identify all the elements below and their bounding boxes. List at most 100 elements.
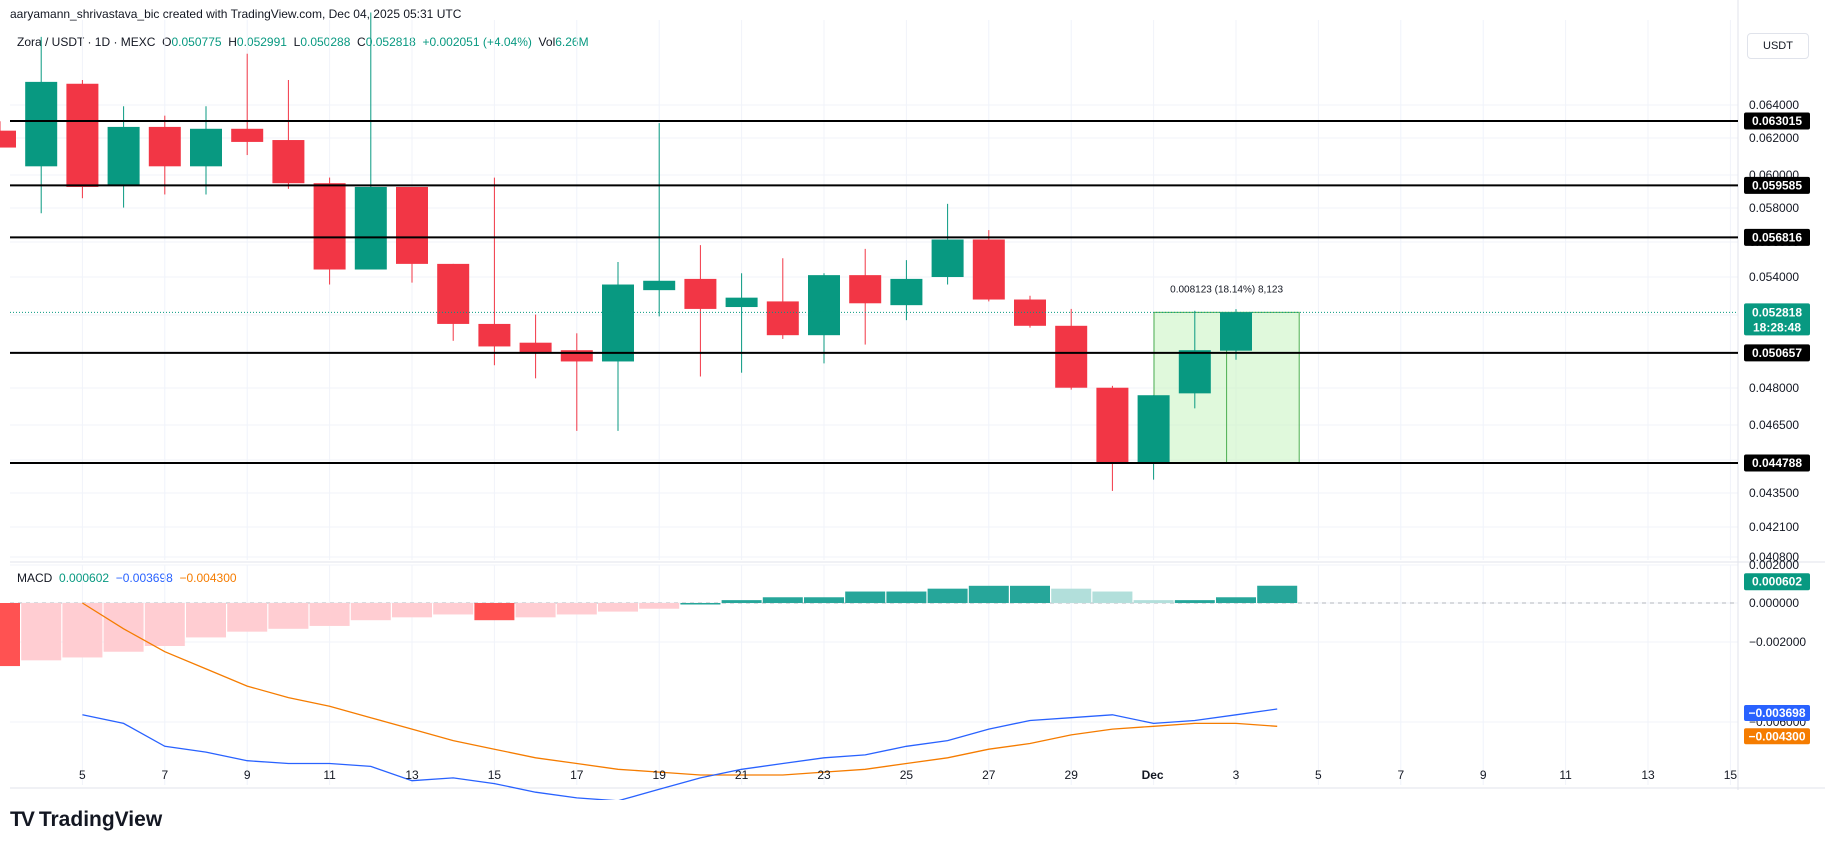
currency-button[interactable]: USDT <box>1747 33 1809 59</box>
candle-body <box>0 130 16 148</box>
macd-signal-value: −0.004300 <box>179 571 237 585</box>
level-price-tag <box>1744 454 1810 472</box>
macd-line <box>82 708 1278 800</box>
pane-borders <box>10 0 1825 790</box>
macd-tick-label: −0.002000 <box>1749 635 1806 649</box>
candle-body <box>1096 387 1129 463</box>
candle-body <box>190 128 222 167</box>
macd-hist-bar <box>1133 600 1174 603</box>
axis-tags: 0.063015 0.059585 0.056816 0.050657 0.044788… <box>1744 112 1810 745</box>
candle-body <box>560 350 593 362</box>
candle-body <box>478 323 511 347</box>
chart-canvas[interactable]: 0.008123 (18.14%) 8,123 0.064000 0.062000… <box>0 0 1825 800</box>
time-tick-label: 17 <box>570 768 584 782</box>
low-value: 0.050288 <box>300 35 351 49</box>
macd-hist-bar <box>474 603 515 621</box>
candle-body <box>931 239 964 278</box>
price-tick-label: 0.062000 <box>1749 131 1799 145</box>
candle-body <box>725 297 758 308</box>
high-label: H <box>228 35 237 49</box>
last-price-tag-label: 0.052818 <box>1752 305 1802 319</box>
time-tick-label: 13 <box>1641 768 1655 782</box>
macd-hist-bar <box>1216 597 1256 603</box>
candle-body <box>313 183 346 270</box>
level-price-tag-label: 0.050657 <box>1752 346 1802 360</box>
level-price-tag-label: 0.059585 <box>1752 178 1802 192</box>
time-tick-label: 9 <box>244 768 251 782</box>
candle-body <box>148 126 181 167</box>
time-tick-label: Dec <box>1142 768 1164 782</box>
change-value: +0.002051 (+4.04%) <box>422 35 532 49</box>
macd-hist-value: 0.000602 <box>59 571 110 585</box>
macd-hist-bar <box>1092 591 1133 603</box>
price-tick-label: 0.040800 <box>1749 550 1799 564</box>
candle-body <box>519 342 552 353</box>
measure-label: 0.008123 (18.14%) 8,123 <box>1170 284 1283 295</box>
time-tick-label: 9 <box>1480 768 1487 782</box>
macd-hist-bar <box>804 597 844 603</box>
level-price-tag-label: 0.044788 <box>1752 456 1802 470</box>
candle-body <box>396 186 428 264</box>
macd-signal-tag-label: −0.004300 <box>1748 729 1805 743</box>
price-tick-label: 0.046500 <box>1749 418 1799 432</box>
price-tick-label: 0.048000 <box>1749 381 1799 395</box>
price-tick-label: 0.042100 <box>1749 520 1799 534</box>
macd-line-tag-label: −0.003698 <box>1748 706 1805 720</box>
tradingview-logo[interactable]: TV TradingView <box>10 808 162 832</box>
grid <box>10 20 1738 785</box>
time-tick-label: 23 <box>817 768 831 782</box>
macd-hist-bar <box>845 591 886 603</box>
close-value: 0.052818 <box>365 35 416 49</box>
low-label: L <box>293 35 301 49</box>
candle-body <box>602 284 634 362</box>
macd-tick-label: 0.000000 <box>1749 596 1799 610</box>
countdown-label: 18:28:48 <box>1753 320 1801 334</box>
macd-hist-bar <box>927 588 968 603</box>
chart-caption: aaryamann_shrivastava_bic created with T… <box>10 7 462 21</box>
tradingview-logo-icon: TV <box>10 808 35 831</box>
time-tick-label: 19 <box>653 768 667 782</box>
candle-body <box>808 275 840 336</box>
level-price-tag <box>1744 344 1810 362</box>
macd-signal-line <box>82 602 1278 776</box>
time-tick-label: 11 <box>1559 768 1572 782</box>
time-tick-label: 5 <box>1315 768 1322 782</box>
macd-hist-tag <box>1744 573 1810 591</box>
macd-hist-bar <box>21 603 62 661</box>
price-tick-label: 0.064000 <box>1749 98 1799 112</box>
candle-body <box>437 263 470 324</box>
macd-hist-bar <box>762 597 803 603</box>
level-price-tag <box>1744 228 1810 246</box>
macd-hist-tag-label: 0.000602 <box>1752 575 1802 589</box>
macd-hist-bar <box>309 603 350 626</box>
volume-value: 6.26M <box>555 35 589 49</box>
candle-body <box>1137 395 1170 463</box>
support-resistance-levels <box>10 120 1738 464</box>
brand-name: TradingView <box>38 808 163 831</box>
macd-hist-bar <box>968 585 1009 603</box>
high-value: 0.052991 <box>236 35 287 49</box>
time-tick-label: 3 <box>1233 768 1240 782</box>
candle-body <box>1178 350 1211 394</box>
level-price-tag-label: 0.056816 <box>1752 230 1802 244</box>
candle-body <box>1220 312 1252 351</box>
symbol-label[interactable]: Zora / USDT · 1D · MEXC <box>17 35 156 49</box>
macd-hist-bar <box>1010 585 1050 603</box>
macd-hist-bar <box>515 603 556 618</box>
time-tick-label: 15 <box>488 768 502 782</box>
macd-pane <box>0 585 1738 800</box>
time-tick-label: 15 <box>1724 768 1738 782</box>
level-price-tag <box>1744 176 1810 194</box>
candle-body <box>890 278 923 306</box>
candle-body <box>25 81 58 167</box>
candle-body <box>66 83 99 187</box>
macd-hist-bar <box>1257 585 1298 603</box>
candle-body <box>1055 325 1088 388</box>
level-price-tag-label: 0.063015 <box>1752 114 1802 128</box>
last-price-tag <box>1744 303 1810 336</box>
volume-label: Vol <box>538 35 556 49</box>
candle-body <box>972 239 1005 300</box>
macd-label[interactable]: MACD <box>17 571 53 585</box>
candle-body <box>684 278 717 309</box>
macd-hist-bar <box>227 603 268 632</box>
